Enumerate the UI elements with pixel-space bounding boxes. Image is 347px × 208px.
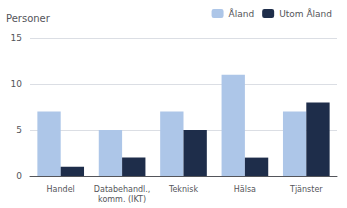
svg-text:5: 5 <box>16 125 22 135</box>
svg-text:Utom Åland: Utom Åland <box>279 8 332 19</box>
svg-text:0: 0 <box>16 171 22 181</box>
svg-text:10: 10 <box>11 79 23 89</box>
svg-text:15: 15 <box>11 33 22 43</box>
svg-text:Databehandl.,: Databehandl., <box>94 185 151 194</box>
svg-text:Handel: Handel <box>47 185 75 194</box>
svg-text:Åland: Åland <box>229 8 255 19</box>
svg-text:Personer: Personer <box>6 13 51 24</box>
svg-text:komm. (IKT): komm. (IKT) <box>98 195 146 204</box>
svg-text:Teknisk: Teknisk <box>168 185 199 194</box>
svg-text:Tjänster: Tjänster <box>289 185 323 194</box>
svg-text:Hälsa: Hälsa <box>234 185 256 194</box>
